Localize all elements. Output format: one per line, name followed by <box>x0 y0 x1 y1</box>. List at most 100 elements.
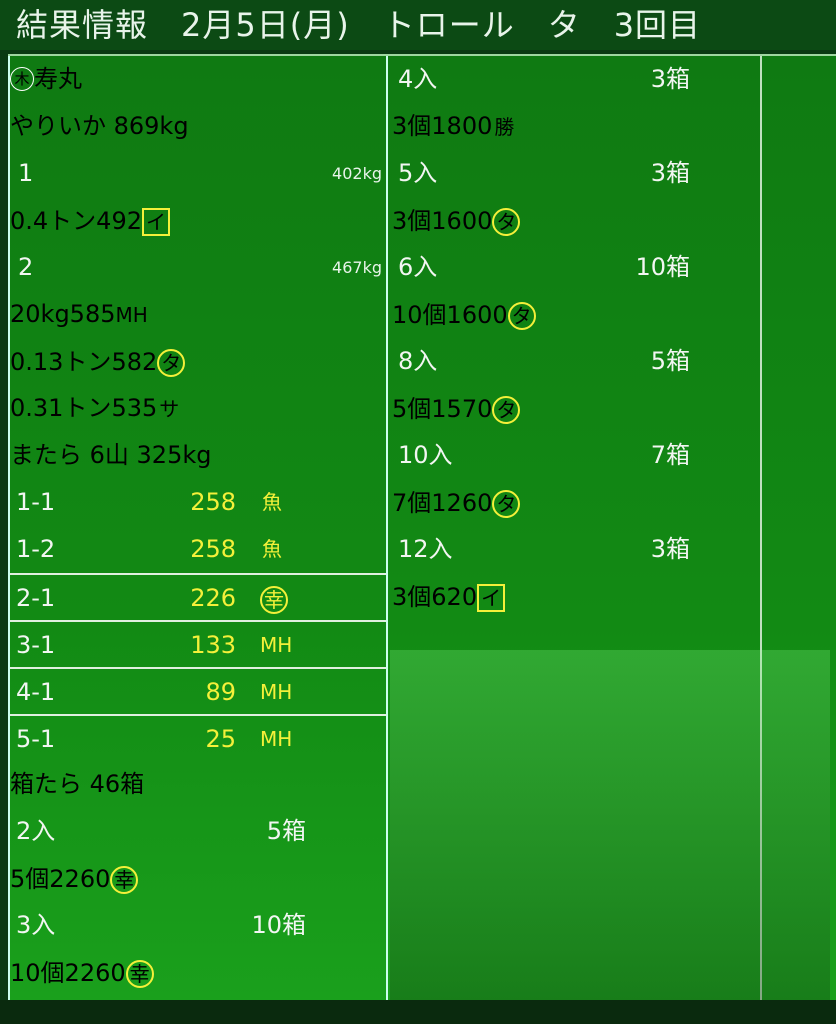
quantity: 3個 <box>392 583 432 611</box>
result-row: 2-1 226 幸 <box>10 573 386 620</box>
buyer-mark-icon: タ <box>492 396 521 424</box>
buyer-mark-icon: タ <box>492 490 521 518</box>
lot-number: 3入 <box>16 911 56 939</box>
page-title: 結果情報 2月5日(月) トロール タ 3回目 <box>0 0 836 50</box>
result-row: 2入 5箱 <box>10 808 386 855</box>
box-count: 5箱 <box>266 817 306 845</box>
lot-weight: 402kg <box>332 164 382 183</box>
price: 582 <box>111 348 158 376</box>
result-row: 5入 3箱 <box>392 150 760 197</box>
price: 620 <box>431 583 478 611</box>
lot-number: 8入 <box>398 347 438 375</box>
buyer-mark-icon: MH <box>260 727 293 751</box>
result-row: 1-2 258 魚 <box>10 526 386 573</box>
lot-number: 4入 <box>398 65 438 93</box>
results-board: 木寿丸 やりいか 869kg 1 402kg 0.4トン492 イ 2 467kg 20kg58… <box>8 54 836 1002</box>
quantity: 3個 <box>392 112 432 140</box>
buyer-mark-icon: タ <box>157 349 186 377</box>
quantity: 10個 <box>10 959 65 987</box>
quantity: 0.31トン <box>10 394 112 422</box>
result-row: 8入 5箱 <box>392 338 760 385</box>
buyer-mark-icon: サ <box>159 397 180 421</box>
lot-number: 4-1 <box>16 678 56 706</box>
buyer-mark-icon: 幸 <box>260 586 288 614</box>
buyer-mark-icon: イ <box>477 584 506 612</box>
box-count: 10箱 <box>251 911 306 939</box>
buyer-mark-icon: 勝 <box>494 115 515 139</box>
screen-bezel <box>0 1000 836 1024</box>
result-row: 4入 3箱 <box>392 56 760 103</box>
price: 2260 <box>64 959 126 987</box>
circled-mark-icon: 木 <box>10 67 34 91</box>
category-header: やりいか 869kg <box>10 103 386 150</box>
result-row: 5個2260 幸 <box>10 855 386 902</box>
buyer-mark-icon: 魚 <box>262 490 282 514</box>
quantity: 0.13トン <box>10 348 112 376</box>
price: 1570 <box>431 395 493 423</box>
box-count: 3箱 <box>650 159 690 187</box>
quantity: 5個 <box>10 865 50 893</box>
lot-number: 2-1 <box>16 584 56 612</box>
lot-number: 6入 <box>398 253 438 281</box>
buyer-mark-icon: タ <box>507 302 536 330</box>
buyer-mark-icon: 幸 <box>125 960 154 988</box>
category-header: 箱たら 46箱 <box>10 761 386 808</box>
result-row: 3個620 イ <box>392 573 760 620</box>
quantity: 3個 <box>392 207 432 235</box>
left-column: 木寿丸やりいか 869kg 1 402kg 0.4トン492 イ 2 467kg 20kg 58… <box>8 56 388 1002</box>
result-row: 10入 7箱 <box>392 432 760 479</box>
price: 2260 <box>49 865 111 893</box>
buyer-mark-icon: タ <box>492 208 521 236</box>
box-count: 7箱 <box>650 441 690 469</box>
result-row: 3-1 133 MH <box>10 620 386 667</box>
buyer-mark-icon: MH <box>115 303 148 327</box>
lot-number: 1 <box>18 159 34 187</box>
buyer-mark-icon: MH <box>260 680 293 704</box>
quantity: 0.4トン <box>10 207 97 235</box>
result-row: 10個2260 幸 <box>10 949 386 996</box>
lot-number: 2 <box>18 253 34 281</box>
price: 492 <box>96 207 142 235</box>
vessel-header: 木寿丸 <box>10 56 386 103</box>
lot-number: 5入 <box>398 159 438 187</box>
result-row: 10個1600 タ <box>392 291 760 338</box>
lot-number: 12入 <box>398 535 453 563</box>
vessel-name: 寿丸 <box>34 65 82 93</box>
result-row: 4-1 89 MH <box>10 667 386 714</box>
category-label: 箱たら 46箱 <box>10 770 145 798</box>
price: 89 <box>205 678 236 706</box>
lot-number: 5-1 <box>16 725 56 753</box>
quantity: 10個 <box>392 301 447 329</box>
quantity: 7個 <box>392 489 432 517</box>
box-count: 10箱 <box>635 253 690 281</box>
result-row: 3入 10箱 <box>10 902 386 949</box>
result-row: 0.4トン492 イ <box>10 197 386 244</box>
lot-number: 3-1 <box>16 631 56 659</box>
category-label: またら 6山 325kg <box>10 441 212 469</box>
lot-number: 10入 <box>398 441 453 469</box>
price: 258 <box>190 535 236 563</box>
result-row: 12入 3箱 <box>392 526 760 573</box>
lot-number: 1-1 <box>16 488 56 516</box>
result-row: 5個1570 タ <box>392 385 760 432</box>
buyer-mark-icon: イ <box>141 208 170 236</box>
category-label: やりいか 869kg <box>10 112 189 140</box>
price: 1260 <box>431 489 493 517</box>
buyer-mark-icon: 魚 <box>262 537 282 561</box>
result-row: 1-1 258 魚 <box>10 479 386 526</box>
price: 1600 <box>446 301 508 329</box>
right-column: 4入 3箱 3個1800 勝 5入 3箱 3個1600 タ 6入 10箱 10個1600 タ 8入 5箱 5… <box>392 56 760 1002</box>
result-row: 1 402kg <box>10 150 386 197</box>
buyer-mark-icon: MH <box>260 633 293 657</box>
price: 1800 <box>431 112 493 140</box>
price: 1600 <box>431 207 493 235</box>
result-row: 3個1800 勝 <box>392 103 760 150</box>
lot-weight: 467kg <box>332 258 382 277</box>
result-row: 0.31トン535 サ <box>10 385 386 432</box>
result-row: 0.13トン582 タ <box>10 338 386 385</box>
box-count: 3箱 <box>650 535 690 563</box>
price: 535 <box>111 394 158 422</box>
quantity: 20kg <box>10 300 70 328</box>
lot-number: 2入 <box>16 817 56 845</box>
result-row: 7個1260 タ <box>392 479 760 526</box>
